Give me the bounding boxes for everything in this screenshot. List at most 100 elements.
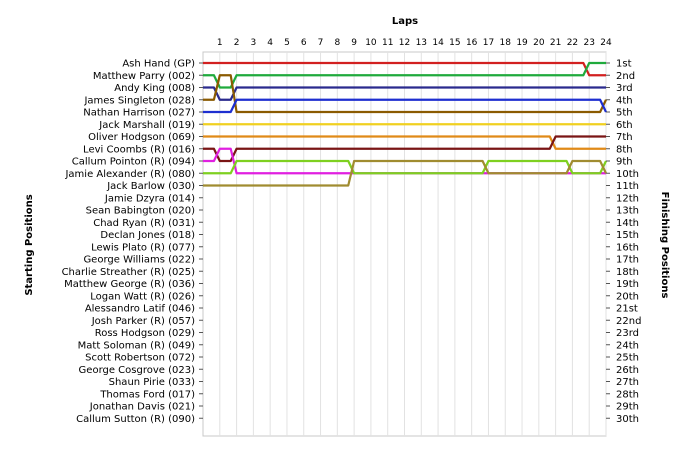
finishing-position-label: 10th — [616, 169, 639, 180]
lap-tick-label: 20 — [533, 38, 545, 48]
starting-position-label: Jamie Alexander (R) (080) — [64, 169, 195, 180]
finishing-position-label: 15th — [616, 230, 639, 241]
y-axis-title-left: Starting Positions — [24, 194, 35, 295]
lap-tick-label: 18 — [500, 38, 512, 48]
finishing-position-label: 17th — [616, 255, 639, 266]
starting-position-label: Logan Watt (R) (026) — [90, 291, 195, 302]
starting-position-label: Chad Ryan (R) (031) — [93, 218, 195, 229]
finishing-position-label: 22nd — [616, 316, 641, 327]
starting-position-label: Scott Robertson (072) — [85, 353, 195, 364]
starting-position-label: Levi Coombs (R) (016) — [83, 144, 195, 155]
finishing-position-label: 27th — [616, 377, 639, 388]
series-line — [203, 61, 606, 77]
finishing-position-label: 7th — [616, 132, 633, 143]
series-line — [203, 74, 607, 114]
finishing-position-label: 2nd — [616, 71, 635, 82]
series-layer — [203, 61, 607, 187]
lap-tick-label: 21 — [550, 38, 561, 48]
finishing-position-label: 13th — [616, 206, 639, 217]
series-line — [203, 159, 607, 175]
y-axis-title-right: Finishing Positions — [659, 192, 670, 299]
finishing-position-label: 14th — [616, 218, 639, 229]
starting-position-label: Ash Hand (GP) — [122, 59, 195, 70]
lap-tick-label: 10 — [365, 38, 377, 48]
finishing-position-label: 12th — [616, 193, 639, 204]
starting-position-label: Oliver Hodgson (069) — [88, 132, 195, 143]
finishing-position-label: 23rd — [616, 328, 639, 339]
starting-position-label: Jonathan Davis (021) — [89, 402, 195, 413]
starting-position-label: Shaun Pirie (033) — [109, 377, 195, 388]
lap-tick-label: 24 — [600, 38, 612, 48]
starting-position-label: Matthew George (R) (036) — [64, 279, 195, 290]
lap-tick-label: 11 — [382, 38, 393, 48]
lap-tick-label: 14 — [432, 38, 444, 48]
series-line — [203, 135, 606, 150]
finishing-position-label: 4th — [616, 95, 633, 106]
lap-tick-label: 1 — [217, 38, 223, 48]
series-line — [203, 86, 606, 101]
finishing-position-label: 30th — [616, 414, 639, 425]
lap-tick-label: 19 — [516, 38, 528, 48]
starting-position-label: Callum Sutton (R) (090) — [76, 414, 195, 425]
finishing-position-label: 25th — [616, 353, 639, 364]
finishing-position-label: 24th — [616, 340, 639, 351]
series-line — [203, 159, 607, 187]
finishing-position-label: 28th — [616, 389, 639, 400]
finishing-position-label: 18th — [616, 267, 639, 278]
starting-position-label: Andy King (008) — [114, 83, 195, 94]
starting-position-label: Matthew Parry (002) — [93, 71, 195, 82]
starting-position-label: Alessandro Latif (046) — [85, 304, 195, 315]
series-line — [203, 98, 607, 114]
lap-tick-label: 12 — [399, 38, 410, 48]
starting-position-label: Lewis Plato (R) (077) — [91, 242, 195, 253]
starting-position-label: George Williams (022) — [83, 255, 195, 266]
finishing-position-label: 8th — [616, 144, 633, 155]
starting-position-label: Sean Babington (020) — [86, 206, 195, 217]
starting-position-label: Jack Marshall (019) — [98, 120, 195, 131]
lap-tick-label: 23 — [583, 38, 594, 48]
finishing-position-label: 11th — [616, 181, 639, 192]
starting-position-label: Jack Barlow (030) — [106, 181, 195, 192]
lap-tick-label: 9 — [351, 38, 357, 48]
axis-layer: 1 2 3 4 5 6 7 8 9 10 11 12 13 14 15 16 17 18 19 20 21 22 23 24A… — [62, 38, 642, 425]
lap-tick-label: 22 — [567, 38, 578, 48]
finishing-position-label: 26th — [616, 365, 639, 376]
starting-position-label: Declan Jones (018) — [100, 230, 195, 241]
finishing-position-label: 3rd — [616, 83, 633, 94]
lap-tick-label: 5 — [284, 38, 290, 48]
finishing-position-label: 5th — [616, 108, 633, 119]
starting-position-label: Matt Soloman (R) (049) — [78, 340, 195, 351]
starting-position-label: Nathan Harrison (027) — [83, 108, 195, 119]
lap-tick-label: 3 — [251, 38, 257, 48]
lap-tick-label: 15 — [449, 38, 460, 48]
starting-position-label: Ross Hodgson (029) — [95, 328, 195, 339]
x-axis-title: Laps — [392, 16, 418, 27]
series-line — [203, 61, 606, 89]
lap-tick-label: 13 — [416, 38, 427, 48]
lap-tick-label: 8 — [334, 38, 340, 48]
lap-tick-label: 16 — [466, 38, 478, 48]
starting-position-label: Thomas Ford (017) — [99, 389, 195, 400]
starting-position-label: Josh Parker (R) (057) — [91, 316, 195, 327]
finishing-position-label: 16th — [616, 242, 639, 253]
finishing-position-label: 19th — [616, 279, 639, 290]
grid-layer — [219, 52, 607, 436]
starting-position-label: James Singleton (028) — [83, 95, 195, 106]
lap-tick-label: 2 — [234, 38, 240, 48]
finishing-position-label: 9th — [616, 157, 633, 168]
finishing-position-label: 20th — [616, 291, 639, 302]
finishing-position-label: 21st — [616, 304, 638, 315]
starting-position-label: George Cosgrove (023) — [79, 365, 196, 376]
finishing-position-label: 6th — [616, 120, 633, 131]
starting-position-label: Charlie Streather (R) (025) — [62, 267, 196, 278]
starting-position-label: Jamie Dzyra (014) — [104, 193, 195, 204]
lap-tick-label: 17 — [483, 38, 494, 48]
lap-tick-label: 6 — [301, 38, 307, 48]
finishing-position-label: 1st — [616, 59, 632, 70]
finishing-position-label: 29th — [616, 402, 639, 413]
series-line — [203, 135, 606, 163]
lap-tick-label: 4 — [267, 38, 273, 48]
starting-position-label: Callum Pointon (R) (094) — [72, 157, 195, 168]
lap-tick-label: 7 — [318, 38, 324, 48]
